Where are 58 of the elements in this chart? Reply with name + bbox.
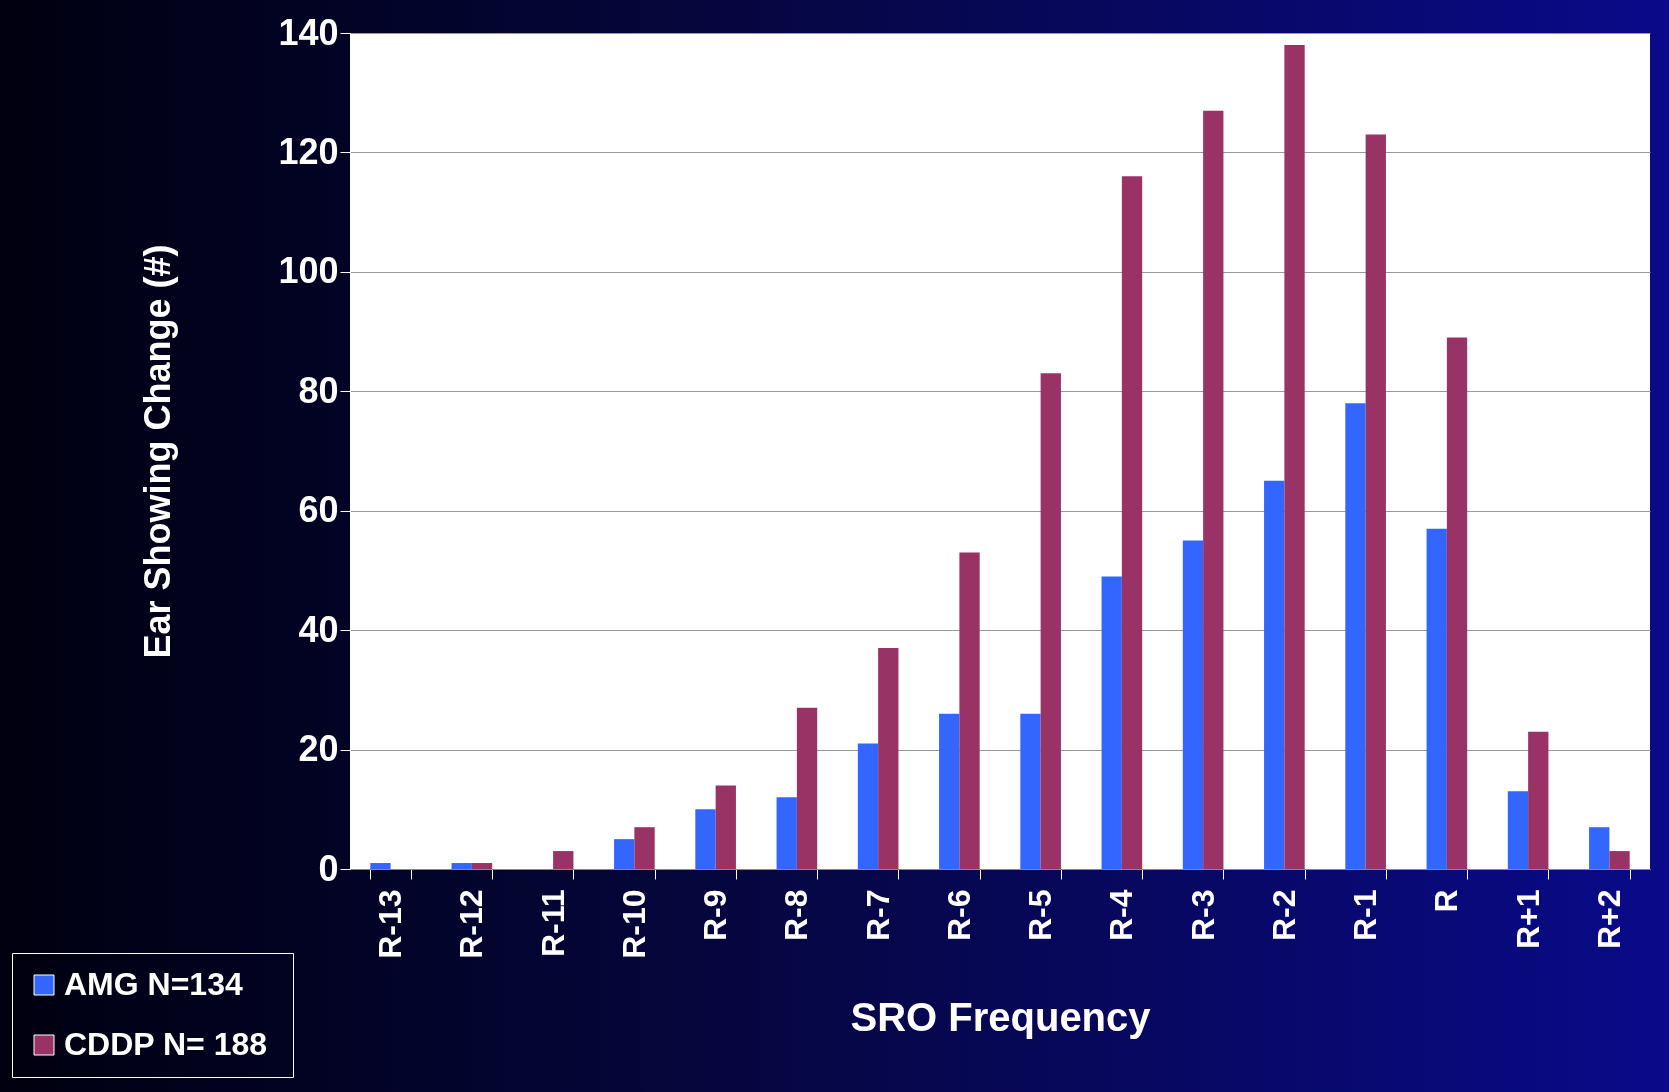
- y-tick-label: 0: [318, 847, 339, 889]
- y-tick-label: 120: [278, 130, 339, 172]
- bar: [796, 707, 818, 869]
- bar: [1589, 827, 1610, 869]
- bar: [1284, 44, 1305, 869]
- x-tick-label: R-13: [372, 889, 409, 959]
- y-tick-label: 20: [298, 728, 339, 770]
- x-tick-label: R-8: [778, 889, 815, 942]
- x-tick-label: R: [1428, 889, 1465, 913]
- bar: [1101, 576, 1122, 869]
- bar: [553, 851, 574, 869]
- y-axis-title: Ear Showing Change (#): [137, 244, 179, 659]
- bar: [634, 827, 655, 869]
- x-tick-label: R+1: [1509, 889, 1546, 950]
- x-tick-label: R-5: [1022, 889, 1059, 942]
- bar: [1203, 110, 1224, 869]
- bar: [1020, 713, 1041, 869]
- bar: [878, 648, 899, 869]
- x-tick-label: R-11: [534, 889, 571, 958]
- x-axis-title: SRO Frequency: [850, 994, 1152, 1039]
- x-tick-label: R-9: [697, 889, 734, 942]
- bar: [1264, 480, 1285, 869]
- x-tick-label: R-10: [615, 889, 652, 959]
- bar: [1040, 373, 1061, 869]
- bar: [715, 785, 736, 869]
- legend-label: CDDP N= 188: [64, 1026, 268, 1062]
- y-tick-label: 140: [278, 11, 339, 53]
- bar: [1446, 337, 1468, 869]
- bar: [451, 863, 472, 869]
- y-tick-label: 100: [278, 250, 339, 292]
- bar: [939, 713, 960, 869]
- x-tick-label: R-3: [1184, 889, 1221, 942]
- bar: [1609, 851, 1630, 869]
- bar: [471, 863, 493, 869]
- bar: [1182, 540, 1204, 869]
- x-tick-label: R-12: [453, 889, 490, 959]
- bar: [1507, 791, 1529, 869]
- x-tick-label: R-4: [1103, 889, 1140, 942]
- y-tick-label: 40: [298, 608, 339, 650]
- y-tick-label: 80: [298, 369, 339, 411]
- bar: [614, 839, 635, 869]
- bar: [1121, 176, 1143, 869]
- bar: [370, 863, 391, 869]
- x-tick-label: R+2: [1590, 889, 1627, 950]
- bar: [1365, 134, 1386, 869]
- legend-label: AMG N=134: [64, 966, 243, 1002]
- bar: [959, 552, 980, 869]
- x-tick-label: R-2: [1265, 889, 1302, 942]
- bar: [1426, 528, 1447, 869]
- x-tick-label: R-6: [940, 889, 977, 942]
- bar: [1345, 403, 1366, 869]
- x-tick-label: R-1: [1347, 889, 1384, 942]
- bar: [1528, 731, 1549, 869]
- bar: [695, 809, 716, 869]
- bar: [776, 797, 797, 869]
- x-tick-label: R-7: [859, 889, 896, 942]
- bar: [857, 743, 879, 869]
- y-tick-label: 60: [298, 489, 339, 531]
